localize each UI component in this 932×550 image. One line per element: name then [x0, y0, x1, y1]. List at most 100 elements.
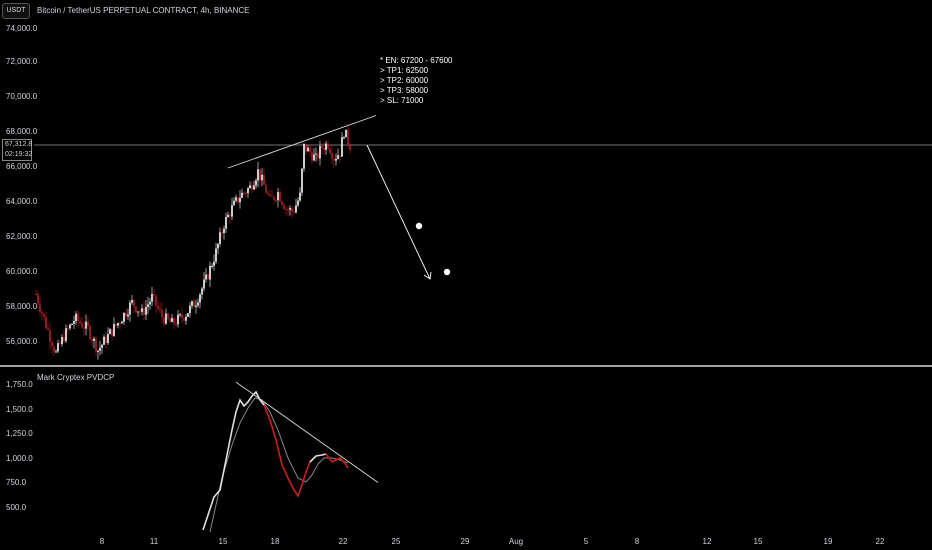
candle-body [307, 147, 309, 152]
candle-body [91, 339, 93, 341]
candle-body [241, 192, 243, 198]
trade-setup-note[interactable]: * EN: 67200 - 67600 > TP1: 62500 > TP2: … [380, 56, 453, 106]
candle-body [101, 344, 103, 348]
candle-body [229, 214, 231, 217]
candle-body [237, 197, 239, 203]
time-axis-label: 11 [149, 537, 159, 546]
indicator-title[interactable]: Mark Cryptex PVDCP [37, 373, 115, 382]
candle-body [121, 321, 123, 324]
candle-body [107, 334, 109, 344]
candle-body [157, 305, 159, 309]
candle-body [269, 194, 271, 196]
candle-body [99, 347, 101, 351]
candle-body [47, 328, 49, 330]
candle-body [199, 294, 201, 303]
candle-body [313, 154, 315, 161]
candle-body [43, 313, 45, 317]
candle-body [305, 143, 307, 152]
candle-body [187, 313, 189, 317]
candle-body [287, 209, 289, 211]
candle-body [309, 147, 311, 153]
resistance-trendline [227, 115, 377, 169]
candle-body [139, 311, 141, 313]
candle-body [175, 323, 177, 325]
candle-body [247, 188, 249, 194]
candle-body [253, 185, 255, 190]
candle-body [55, 351, 57, 353]
candle-body [167, 313, 169, 319]
candle-body [271, 195, 273, 197]
candle-body [67, 328, 69, 330]
arrow-head [423, 271, 432, 280]
candle-body [231, 205, 233, 217]
candle-body [135, 306, 137, 313]
candle-body [213, 261, 215, 266]
candle-body [259, 169, 261, 181]
candle-body [45, 316, 47, 329]
candle-body [275, 199, 277, 201]
candle-body [81, 323, 83, 328]
candle-body [291, 208, 293, 212]
candle-body [185, 316, 187, 321]
price-axis-label: 60,000.0 [6, 267, 38, 276]
price-axis-label: 62,000.0 [6, 232, 38, 241]
time-axis-label: 25 [391, 537, 401, 546]
time-axis-label: 19 [823, 537, 833, 546]
price-axis-label: 66,000.0 [6, 162, 38, 171]
candle-body [79, 320, 81, 324]
time-axis-label: 22 [338, 537, 348, 546]
candle-body [89, 325, 91, 340]
candle-body [343, 137, 345, 139]
candle-body [261, 174, 263, 181]
candle-body [227, 214, 229, 218]
indicator-trendline [235, 381, 379, 483]
time-axis-label: 29 [460, 537, 470, 546]
candle-body [75, 313, 77, 322]
candle-body [131, 300, 133, 303]
price-axis-label: 56,000.0 [6, 337, 38, 346]
projection-arrow [366, 144, 431, 280]
candle-body [221, 232, 223, 234]
candle-body [315, 153, 317, 155]
candle-body [283, 204, 285, 210]
indicator-axis-label: 1,000.0 [6, 454, 33, 463]
candle-body [177, 314, 179, 325]
candle-body [295, 205, 297, 213]
price-axis-label: 68,000.0 [6, 127, 38, 136]
candle-body [147, 304, 149, 307]
candle-body [209, 266, 211, 280]
currency-badge[interactable]: USDT [2, 3, 30, 19]
time-axis-label: 22 [875, 537, 885, 546]
price-axis-label: 58,000.0 [6, 302, 38, 311]
indicator-fast-line [202, 390, 265, 531]
candle-body [345, 129, 347, 138]
time-axis-label: 8 [99, 537, 105, 546]
candle-body [265, 184, 267, 194]
note-tp1: > TP1: 62500 [380, 66, 429, 75]
indicator-fast-line [309, 453, 327, 463]
candle-body [149, 301, 151, 305]
candle-body [171, 318, 173, 323]
candle-body [191, 301, 193, 306]
time-axis-label: 18 [270, 537, 280, 546]
candle-body [151, 293, 153, 302]
candle-body [207, 274, 209, 280]
note-tp2: > TP2: 60000 [380, 76, 429, 85]
current-price: 67,312.8 [5, 141, 33, 148]
candle-body [337, 155, 339, 159]
candle-body [127, 314, 129, 317]
candle-body [69, 324, 71, 329]
indicator-axis-label: 1,500.0 [6, 405, 33, 414]
symbol-title: Bitcoin / TetherUS PERPETUAL CONTRACT, 4… [37, 6, 250, 15]
candle-body [77, 313, 79, 321]
candle-body [153, 293, 155, 296]
candle-body [225, 217, 227, 229]
price-axis-label: 70,000.0 [6, 92, 38, 101]
indicator-red-segment [325, 453, 349, 469]
candle-body [277, 192, 279, 201]
time-axis-label: 15 [753, 537, 763, 546]
candle-body [325, 143, 327, 150]
candle-body [57, 343, 59, 352]
time-axis-label: 12 [702, 537, 712, 546]
